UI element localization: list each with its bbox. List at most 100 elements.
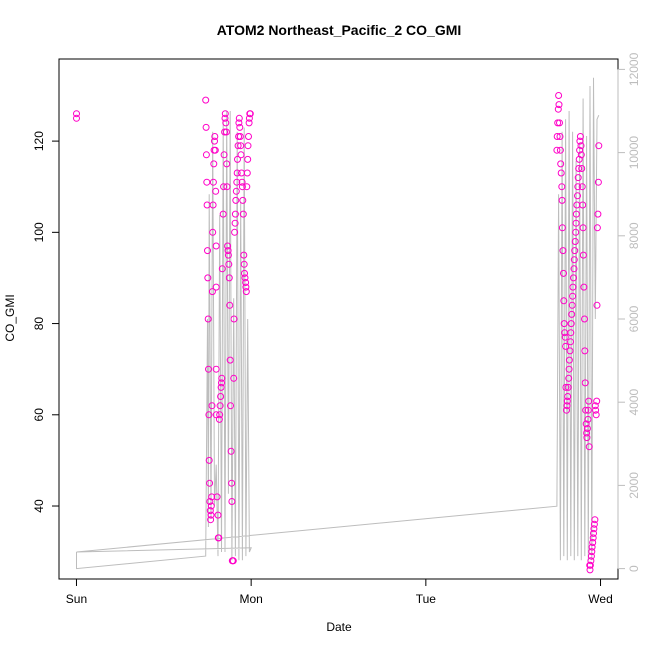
- data-point: [202, 151, 210, 159]
- data-point: [594, 210, 602, 218]
- data-point: [556, 146, 564, 154]
- data-point: [242, 279, 250, 286]
- data-point: [202, 96, 210, 104]
- data-point: [557, 169, 565, 177]
- data-point: [567, 329, 575, 337]
- x-tick-label: Wed: [588, 592, 612, 606]
- y2-tick-label: 0: [627, 565, 641, 572]
- data-point: [237, 142, 245, 150]
- data-point: [580, 283, 588, 291]
- data-point: [591, 516, 599, 524]
- data-point: [567, 320, 575, 328]
- data-point: [568, 301, 576, 309]
- data-point: [238, 178, 246, 186]
- data-point: [234, 142, 242, 150]
- data-point: [560, 320, 568, 328]
- data-point: [230, 374, 238, 382]
- data-point: [556, 119, 563, 127]
- y-tick-label: 40: [32, 499, 46, 513]
- data-point: [244, 155, 252, 163]
- data-point: [219, 210, 227, 218]
- data-point: [208, 493, 216, 501]
- line-series: [76, 77, 600, 570]
- data-point: [572, 210, 580, 218]
- data-point: [215, 415, 223, 423]
- data-point: [579, 251, 587, 259]
- data-point: [239, 210, 247, 218]
- data-point: [583, 434, 591, 442]
- data-point: [224, 247, 232, 255]
- y2-tick-label: 6000: [627, 305, 641, 332]
- data-point: [570, 274, 577, 282]
- data-point: [231, 228, 239, 236]
- data-point: [593, 224, 601, 232]
- data-point: [571, 247, 579, 255]
- x-tick-label: Mon: [239, 592, 262, 606]
- data-point: [592, 406, 600, 414]
- data-point: [207, 516, 215, 524]
- data-point: [245, 119, 253, 127]
- data-point: [216, 402, 224, 410]
- data-point: [559, 247, 567, 255]
- data-point: [217, 393, 225, 400]
- data-point: [582, 406, 590, 414]
- data-point: [221, 110, 229, 118]
- data-point: [231, 210, 239, 218]
- data-point: [560, 269, 567, 277]
- data-point: [206, 507, 214, 515]
- data-point: [224, 251, 232, 259]
- data-point: [584, 415, 592, 423]
- data-point: [212, 242, 220, 250]
- data-point: [581, 379, 589, 387]
- data-point: [565, 365, 573, 373]
- data-point: [206, 479, 214, 487]
- data-point: [556, 133, 564, 140]
- data-point: [581, 347, 589, 355]
- data-point: [236, 133, 244, 140]
- data-point: [218, 265, 226, 273]
- data-point: [208, 288, 216, 296]
- data-point: [209, 178, 217, 186]
- data-point: [226, 301, 234, 309]
- data-point: [593, 301, 601, 309]
- data-point: [595, 142, 603, 150]
- data-point: [230, 315, 238, 323]
- scatter-series: [73, 92, 603, 574]
- data-point: [204, 274, 212, 282]
- y-tick-label: 100: [32, 222, 46, 242]
- data-point: [222, 119, 230, 127]
- y2-tick-label: 8000: [627, 222, 641, 249]
- data-point: [216, 411, 224, 419]
- data-point: [204, 315, 212, 323]
- data-point: [242, 288, 250, 296]
- data-point: [73, 110, 80, 118]
- data-point: [570, 265, 578, 273]
- data-point: [588, 543, 596, 551]
- data-point: [555, 92, 563, 99]
- data-point: [235, 119, 243, 127]
- data-point: [563, 397, 571, 405]
- data-point: [566, 347, 574, 355]
- data-point: [578, 165, 586, 172]
- data-point: [233, 178, 241, 186]
- data-point: [233, 169, 241, 177]
- data-point: [212, 283, 220, 291]
- data-point: [229, 557, 237, 565]
- data-point: [593, 397, 601, 405]
- data-point: [225, 260, 233, 268]
- data-point: [243, 169, 251, 177]
- data-point: [569, 292, 577, 300]
- data-point: [572, 219, 580, 227]
- y2-axis: 0 2000 4000 6000 8000 10000 12000: [617, 52, 641, 572]
- data-point: [577, 151, 585, 159]
- data-point: [240, 251, 248, 259]
- data-point: [585, 443, 593, 451]
- data-point: [232, 196, 240, 204]
- data-point: [589, 534, 597, 542]
- data-point: [574, 192, 581, 200]
- data-point: [245, 133, 252, 140]
- y2-tick-label: 12000: [627, 52, 641, 86]
- data-point: [242, 283, 250, 291]
- data-point: [212, 187, 220, 195]
